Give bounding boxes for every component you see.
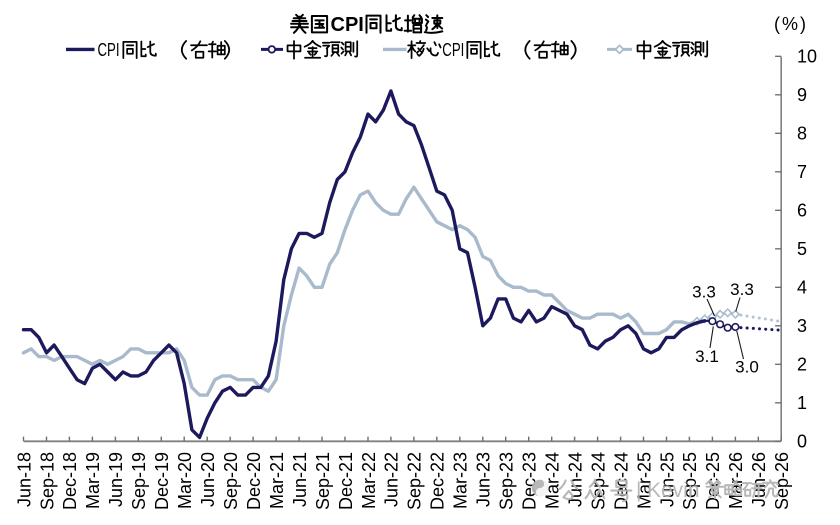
svg-text:Dec-22: Dec-22 [428, 452, 448, 510]
svg-text:Mar-24: Mar-24 [543, 452, 563, 509]
svg-text:Dec-21: Dec-21 [336, 452, 356, 510]
svg-text:4: 4 [797, 278, 807, 298]
svg-text:3: 3 [797, 316, 807, 336]
svg-text:Sep-19: Sep-19 [129, 452, 149, 510]
svg-text:Dec-20: Dec-20 [244, 452, 264, 510]
svg-text:Jun-21: Jun-21 [290, 452, 310, 507]
svg-text:Dec-19: Dec-19 [152, 452, 172, 510]
svg-text:7: 7 [797, 162, 807, 182]
svg-text:Dec-25: Dec-25 [703, 452, 723, 510]
svg-text:5: 5 [797, 239, 807, 259]
svg-text:3.3: 3.3 [730, 280, 754, 299]
svg-text:3.0: 3.0 [735, 358, 759, 377]
svg-text:Jun-22: Jun-22 [382, 452, 402, 507]
svg-text:Mar-19: Mar-19 [83, 452, 103, 509]
svg-text:Mar-22: Mar-22 [359, 452, 379, 509]
svg-text:Sep-24: Sep-24 [588, 452, 608, 510]
svg-text:|: | [636, 479, 641, 502]
svg-text:(%): (%) [774, 14, 808, 34]
svg-text:1: 1 [797, 393, 807, 413]
svg-text:Mar-23: Mar-23 [451, 452, 471, 509]
svg-text:3.1: 3.1 [695, 347, 719, 366]
svg-text:Kevin: Kevin [647, 479, 700, 502]
svg-text:Sep-23: Sep-23 [497, 452, 517, 510]
svg-text:3.3: 3.3 [692, 283, 716, 302]
svg-text:6: 6 [797, 201, 807, 221]
svg-text:CPI: CPI [331, 14, 364, 36]
svg-text:Sep-21: Sep-21 [313, 452, 333, 510]
svg-text:Sep-26: Sep-26 [772, 452, 792, 510]
svg-text:CPI: CPI [442, 40, 464, 60]
svg-text:Jun-20: Jun-20 [198, 452, 218, 507]
svg-text:Jun-18: Jun-18 [14, 452, 34, 507]
svg-text:10: 10 [797, 47, 817, 67]
svg-text:Dec-18: Dec-18 [60, 452, 80, 510]
svg-text:Mar-20: Mar-20 [175, 452, 195, 509]
svg-text:Mar-21: Mar-21 [267, 452, 287, 509]
svg-text:Mar-25: Mar-25 [634, 452, 654, 509]
svg-text:Sep-18: Sep-18 [37, 452, 57, 510]
svg-text:Jun-25: Jun-25 [657, 452, 677, 507]
svg-text:CPI: CPI [98, 40, 120, 60]
svg-text:0: 0 [797, 432, 807, 452]
svg-text:Jun-26: Jun-26 [749, 452, 769, 507]
svg-text:Jun-19: Jun-19 [106, 452, 126, 507]
svg-text:2: 2 [797, 355, 807, 375]
svg-text:Sep-22: Sep-22 [405, 452, 425, 510]
svg-text:9: 9 [797, 85, 807, 105]
svg-text:Sep-20: Sep-20 [221, 452, 241, 510]
svg-text:8: 8 [797, 124, 807, 144]
svg-text:Jun-23: Jun-23 [474, 452, 494, 507]
svg-text:Sep-25: Sep-25 [680, 452, 700, 510]
svg-text:Dec-23: Dec-23 [520, 452, 540, 510]
